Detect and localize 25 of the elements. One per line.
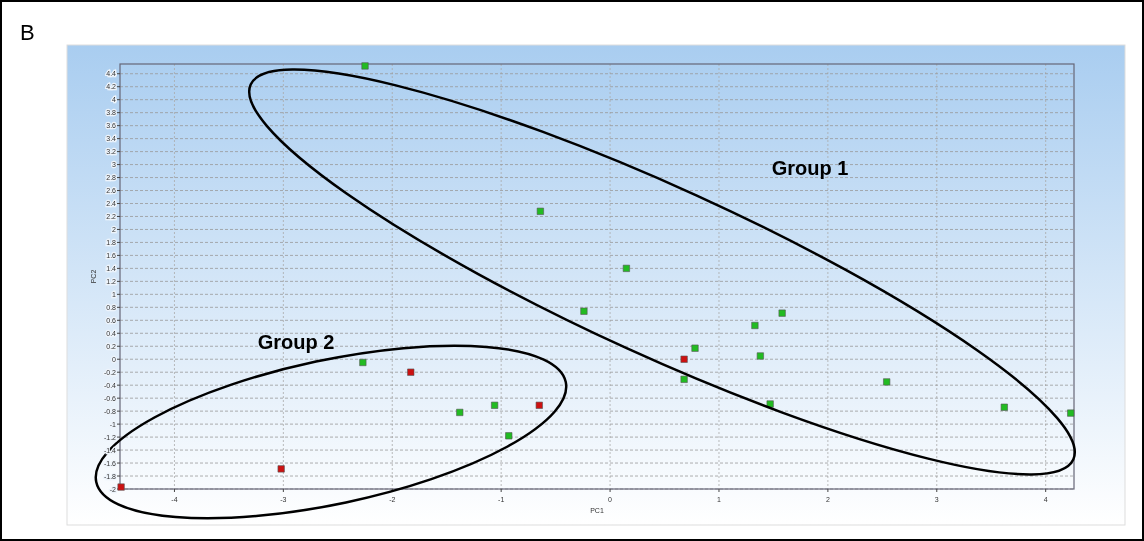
point	[1067, 409, 1075, 417]
point	[680, 375, 688, 383]
point	[1000, 403, 1008, 411]
point	[622, 264, 630, 272]
point	[691, 344, 699, 352]
point	[535, 401, 543, 409]
point	[277, 465, 285, 473]
point	[359, 358, 367, 367]
point	[407, 368, 415, 376]
point	[491, 401, 499, 409]
point	[456, 408, 464, 416]
point	[361, 62, 369, 70]
point	[766, 400, 774, 408]
point	[536, 207, 544, 215]
point	[751, 321, 759, 330]
chart-title: B	[20, 20, 35, 45]
point	[117, 483, 125, 491]
annotation: Group 1	[771, 157, 849, 179]
point	[883, 378, 891, 386]
point	[680, 355, 688, 363]
point	[580, 307, 588, 315]
point	[756, 352, 764, 360]
point	[778, 309, 786, 317]
point	[505, 432, 513, 440]
annotation: Group 2	[257, 331, 335, 353]
